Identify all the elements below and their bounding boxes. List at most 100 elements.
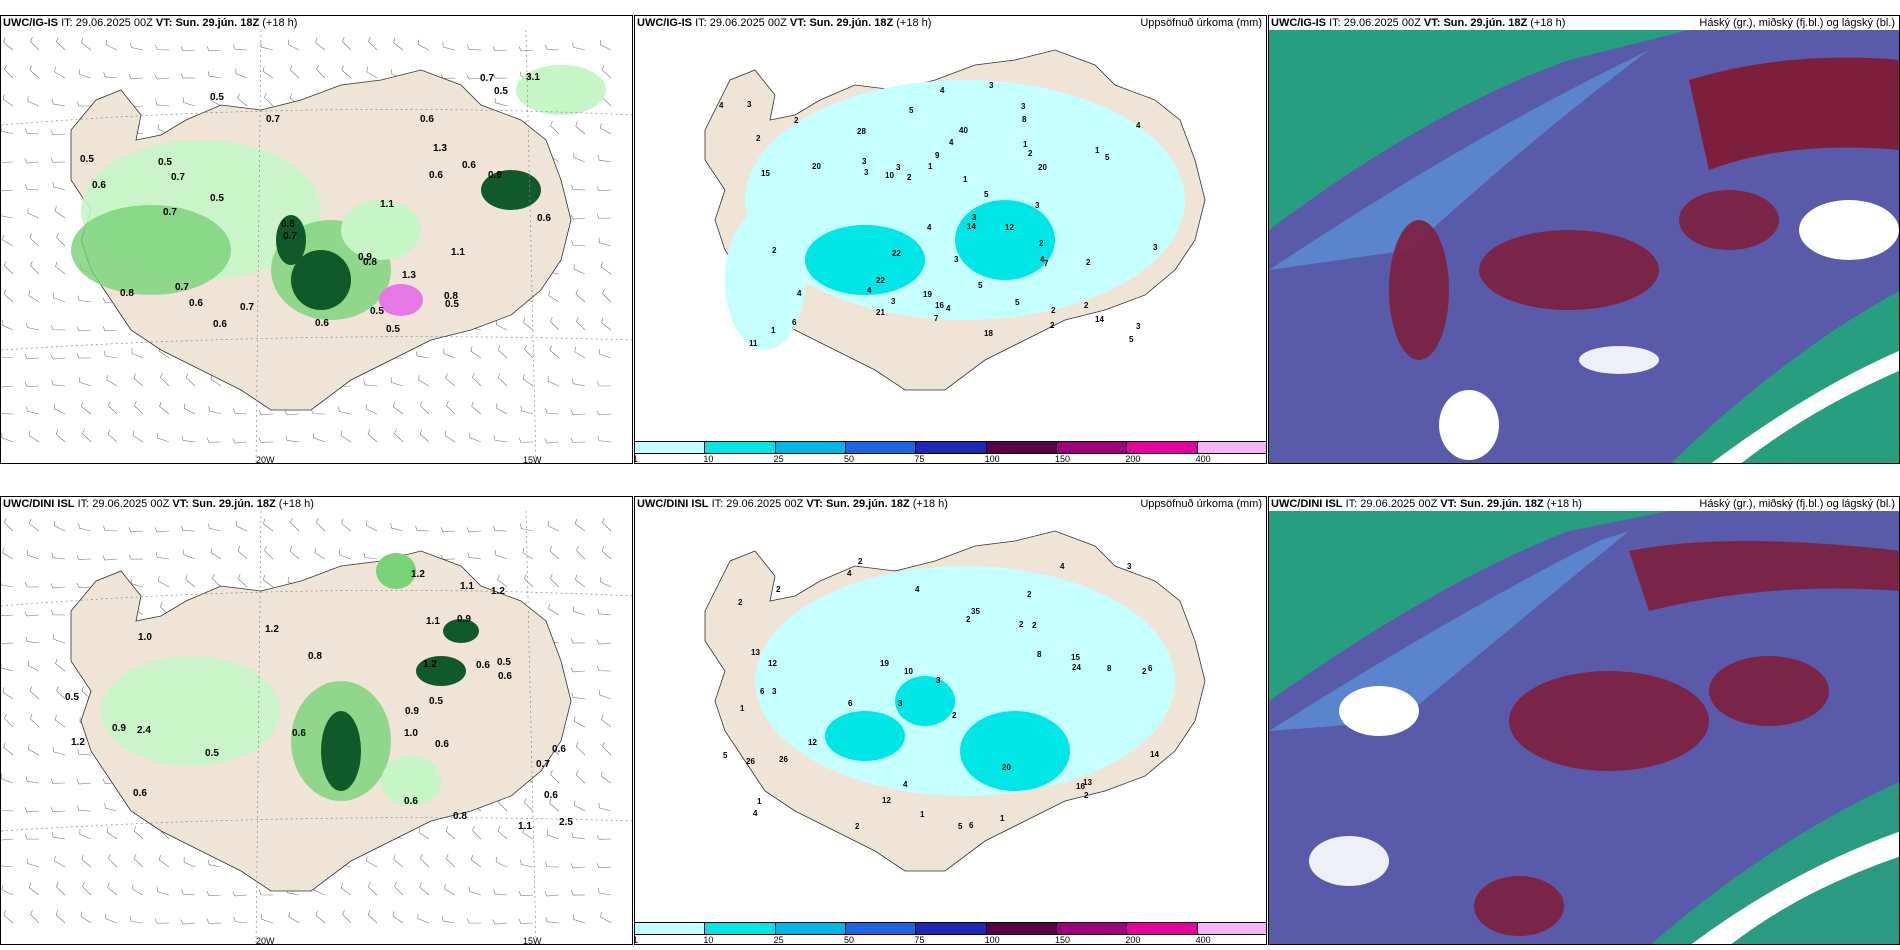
value-label: 0.6: [476, 660, 490, 671]
wind-barb: [545, 861, 560, 868]
value-label: 1.0: [138, 632, 152, 643]
wind-barb: [76, 353, 92, 359]
wind-barb: [53, 520, 66, 532]
value-label: 3: [936, 676, 941, 685]
wind-barb: [550, 316, 560, 331]
wind-barb: [468, 886, 482, 896]
wind-barb: [366, 520, 378, 532]
cloud-title: Háský (gr.), miðský (fj.bl.) og lágský (…: [1699, 17, 1895, 29]
value-label: 6: [760, 687, 765, 696]
wind-barb: [2, 234, 14, 247]
wind-barb: [50, 157, 66, 163]
value-label: 1.1: [460, 581, 474, 592]
value-label: 35: [971, 607, 980, 616]
wind-barb: [602, 288, 612, 303]
value-label: 1.2: [423, 659, 437, 670]
wind-barb: [315, 910, 326, 924]
value-label: 2.5: [559, 817, 573, 828]
wind-barb: [442, 42, 456, 51]
wind-barb: [600, 123, 612, 135]
wind-barb: [363, 380, 378, 387]
wind-barb: [4, 64, 14, 79]
wind-barb: [570, 214, 586, 220]
wind-barb: [183, 549, 196, 560]
value-label: 0.6: [404, 796, 418, 807]
wind-barb: [157, 432, 170, 443]
wind-barb: [570, 667, 586, 673]
wind-barb: [572, 914, 586, 924]
value-label: 4: [949, 138, 954, 147]
colorbar-label: 400: [1195, 453, 1211, 464]
wind-barb: [24, 611, 40, 617]
wind-barb: [181, 435, 196, 443]
wind-barb: [575, 770, 586, 784]
wind-barb: [261, 914, 274, 924]
wind-barb: [313, 432, 326, 443]
init-value: 29.06.2025 00Z: [1360, 498, 1438, 510]
value-label: 19: [923, 290, 932, 299]
wind-barb: [104, 803, 118, 812]
wind-barb: [210, 374, 222, 387]
wind-barb: [258, 437, 274, 443]
wind-barb: [206, 891, 222, 897]
wind-barb: [29, 714, 40, 728]
wind-barb: [27, 96, 40, 107]
value-label: 0.6: [92, 180, 106, 191]
wind-barb: [466, 527, 482, 533]
wind-barb: [549, 546, 560, 560]
wind-barb: [415, 351, 430, 359]
wind-barb: [1, 412, 14, 415]
wind-barb: [50, 354, 66, 360]
value-label: 4: [927, 223, 932, 232]
wind-barb: [159, 401, 170, 415]
wind-barb: [342, 36, 352, 51]
value-label: 5: [958, 822, 963, 831]
wind-barb: [3, 742, 14, 756]
wind-barb: [315, 37, 326, 51]
wind-barb: [134, 400, 144, 415]
wind-barb: [4, 517, 14, 532]
wind-barb: [497, 826, 508, 840]
value-label: 9: [935, 151, 940, 160]
wind-barb: [1, 432, 14, 443]
wind-barb: [394, 428, 404, 443]
wind-barb: [440, 527, 456, 533]
wind-barb: [545, 408, 560, 415]
value-label: 1.3: [433, 143, 447, 154]
wind-barb: [131, 348, 144, 359]
value-label: 11: [749, 339, 758, 348]
wind-barb: [470, 346, 482, 359]
model-name: UWC/IG-IS: [637, 17, 692, 29]
wind-barb: [30, 36, 40, 51]
value-label: 0.7: [536, 759, 550, 770]
value-label: 20: [1038, 163, 1047, 172]
value-label: 4: [1136, 121, 1141, 130]
value-label: 0.6: [420, 114, 434, 125]
wind-barb: [472, 825, 482, 840]
wind-barb: [316, 64, 326, 79]
value-label: 16: [935, 301, 944, 310]
value-label: 1: [1023, 140, 1028, 149]
wind-barb: [1, 213, 14, 219]
wind-barb: [518, 890, 534, 896]
wind-barb: [128, 527, 144, 533]
wind-barb: [54, 856, 66, 868]
value-label: 3: [864, 168, 869, 177]
wind-barb: [601, 714, 612, 728]
colorbar-label: 150: [1055, 453, 1071, 464]
wind-barb: [419, 882, 430, 896]
wind-barb: [103, 350, 118, 359]
value-label: 0.5: [158, 157, 172, 168]
lead-time: (+18 h): [1546, 498, 1582, 510]
value-label: 0.6: [189, 298, 203, 309]
wind-barb: [547, 520, 560, 532]
wind-barb: [29, 518, 40, 532]
wind-barb: [598, 802, 612, 812]
value-label: 1.1: [451, 247, 465, 258]
colorbar-swatch: [1197, 923, 1266, 934]
value-label: 0.7: [283, 231, 297, 242]
wind-barb: [522, 827, 534, 840]
wind-barb: [285, 435, 300, 443]
wind-barb: [181, 889, 196, 896]
